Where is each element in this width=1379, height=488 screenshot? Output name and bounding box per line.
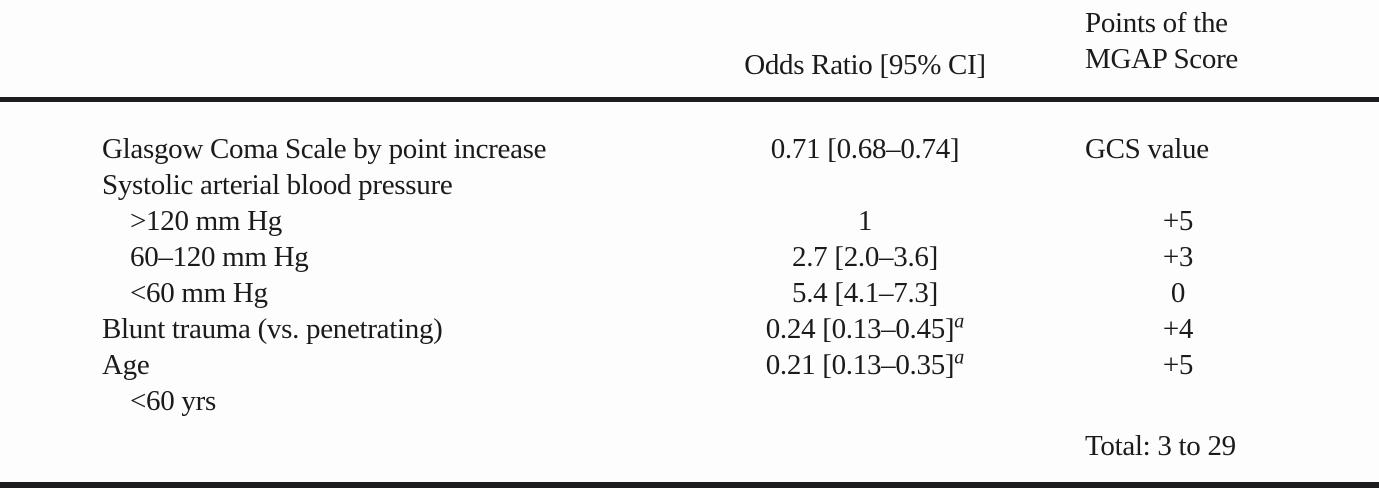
points-cell: GCS value	[1085, 133, 1209, 165]
table-row: Blunt trauma (vs. penetrating) 0.24 [0.1…	[0, 311, 1379, 347]
row-label: Age	[102, 349, 150, 381]
odds-ratio-cell: 1	[857, 205, 873, 237]
table-row: <60 mm Hg 5.4 [4.1–7.3] 0	[0, 275, 1379, 311]
points-cell: +5	[1162, 205, 1194, 237]
table-row: >120 mm Hg 1 +5	[0, 203, 1379, 239]
table-top-rule	[0, 97, 1379, 102]
table-body: Glasgow Coma Scale by point increase 0.7…	[0, 131, 1379, 464]
points-cell: +5	[1162, 349, 1194, 381]
odds-ratio-cell: 2.7 [2.0–3.6]	[792, 241, 938, 273]
row-label: Glasgow Coma Scale by point increase	[102, 133, 547, 165]
table-row: Systolic arterial blood pressure	[0, 167, 1379, 203]
footnote-marker: a	[954, 346, 965, 369]
row-label: Blunt trauma (vs. penetrating)	[102, 313, 443, 345]
table-bottom-rule	[0, 482, 1379, 488]
column-header-mgap-points-line1: Points of the	[1085, 7, 1228, 39]
table-row: Age 0.21 [0.13–0.35]a +5	[0, 347, 1379, 383]
odds-ratio-cell: 0.71 [0.68–0.74]	[770, 133, 960, 165]
row-label: 60–120 mm Hg	[130, 241, 309, 273]
row-label: <60 yrs	[130, 385, 216, 417]
column-header-mgap-points-line2: MGAP Score	[1085, 43, 1239, 75]
row-label: >120 mm Hg	[130, 205, 282, 237]
points-cell: 0	[1170, 277, 1186, 309]
footnote-marker: a	[954, 310, 965, 333]
points-cell: +3	[1162, 241, 1194, 273]
odds-ratio-value: 0.24 [0.13–0.45]	[765, 313, 955, 345]
odds-ratio-cell: 0.24 [0.13–0.45]a	[700, 311, 1030, 347]
odds-ratio-cell: 5.4 [4.1–7.3]	[792, 277, 938, 309]
table-row: 60–120 mm Hg 2.7 [2.0–3.6] +3	[0, 239, 1379, 275]
odds-ratio-value: 0.21 [0.13–0.35]	[765, 349, 955, 381]
table-row: Glasgow Coma Scale by point increase 0.7…	[0, 131, 1379, 167]
table-row-total: Total: 3 to 29	[0, 428, 1379, 464]
row-label: Systolic arterial blood pressure	[102, 169, 453, 201]
row-label: <60 mm Hg	[130, 277, 268, 309]
odds-ratio-cell: 0.21 [0.13–0.35]a	[700, 347, 1030, 383]
column-header-odds-ratio: Odds Ratio [95% CI]	[744, 49, 986, 81]
table-row: <60 yrs	[0, 383, 1379, 419]
points-cell: +4	[1162, 313, 1194, 345]
column-header-mgap-points: Points of the MGAP Score	[1085, 5, 1345, 77]
total-points-cell: Total: 3 to 29	[1085, 430, 1236, 462]
